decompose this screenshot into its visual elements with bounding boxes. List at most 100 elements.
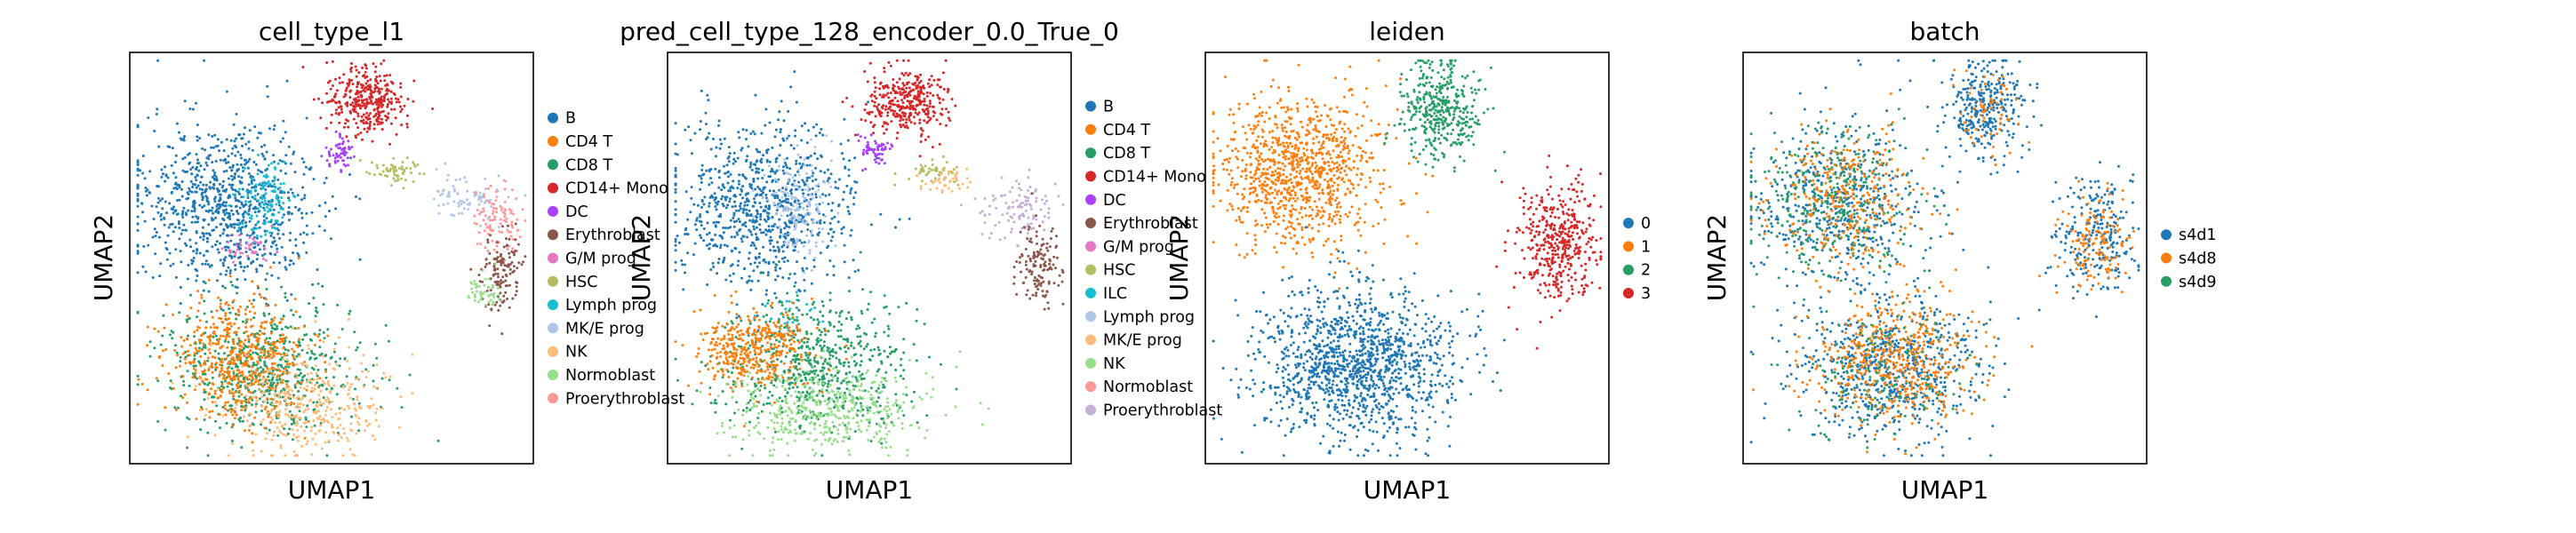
scatter-point bbox=[161, 349, 164, 353]
scatter-point bbox=[403, 104, 406, 107]
scatter-point bbox=[256, 193, 260, 195]
scatter-point bbox=[243, 266, 246, 269]
scatter-point bbox=[348, 78, 351, 82]
scatter-point bbox=[252, 332, 255, 336]
scatter-point bbox=[285, 79, 289, 83]
scatter-point bbox=[476, 209, 479, 211]
scatter-point bbox=[263, 360, 267, 363]
scatter-point bbox=[849, 188, 852, 192]
scatter-point bbox=[219, 205, 222, 209]
scatter-point bbox=[442, 188, 445, 192]
scatter-point bbox=[189, 168, 193, 171]
scatter-point bbox=[218, 374, 221, 378]
scatter-point bbox=[318, 346, 322, 349]
scatter-point bbox=[389, 90, 393, 93]
scatter-point bbox=[318, 329, 322, 332]
scatter-point bbox=[395, 100, 398, 104]
scatter-point bbox=[308, 347, 311, 351]
scatter-point bbox=[777, 118, 780, 122]
scatter-point bbox=[207, 392, 211, 395]
scatter-point bbox=[254, 380, 258, 384]
scatter-point bbox=[292, 354, 295, 358]
scatter-point bbox=[305, 116, 308, 120]
scatter-point bbox=[473, 298, 476, 302]
scatter-point bbox=[932, 105, 935, 108]
scatter-point bbox=[219, 334, 222, 338]
scatter-point bbox=[314, 364, 317, 368]
scatter-point bbox=[476, 290, 479, 293]
scatter-point bbox=[251, 251, 254, 254]
scatter-point bbox=[232, 359, 236, 362]
scatter-point bbox=[231, 413, 235, 417]
scatter-point bbox=[264, 233, 268, 236]
scatter-point bbox=[372, 127, 376, 131]
scatter-point bbox=[765, 151, 769, 155]
scatter-point bbox=[186, 320, 188, 323]
scatter-point bbox=[499, 285, 502, 289]
scatter-point bbox=[246, 254, 250, 258]
scatter-point bbox=[874, 86, 877, 90]
scatter-point bbox=[771, 228, 774, 232]
scatter-point bbox=[296, 251, 300, 255]
scatter-point bbox=[722, 231, 725, 235]
scatter-point bbox=[318, 354, 322, 357]
scatter-point bbox=[515, 285, 518, 289]
scatter-point bbox=[371, 139, 374, 143]
scatter-point bbox=[208, 351, 212, 354]
scatter-point bbox=[143, 219, 147, 223]
scatter-point bbox=[208, 416, 212, 419]
scatter-point bbox=[219, 306, 222, 308]
scatter-point bbox=[282, 202, 285, 205]
scatter-point bbox=[492, 265, 496, 268]
scatter-point bbox=[701, 173, 705, 177]
scatter-point bbox=[316, 374, 319, 378]
scatter-point bbox=[204, 148, 206, 152]
scatter-point bbox=[714, 224, 717, 227]
scatter-point bbox=[244, 246, 248, 250]
scatter-point bbox=[230, 209, 234, 212]
scatter-point bbox=[861, 153, 865, 156]
scatter-point bbox=[261, 368, 265, 371]
scatter-point bbox=[247, 257, 251, 260]
scatter-point bbox=[278, 370, 282, 373]
scatter-point bbox=[369, 120, 372, 123]
scatter-point bbox=[916, 174, 919, 178]
scatter-point bbox=[767, 164, 771, 168]
scatter-point bbox=[172, 205, 175, 209]
scatter-point bbox=[249, 189, 252, 193]
scatter-point bbox=[252, 237, 255, 241]
scatter-point bbox=[204, 326, 208, 330]
scatter-point bbox=[268, 428, 271, 432]
scatter-point bbox=[251, 343, 254, 346]
scatter-point bbox=[749, 214, 753, 218]
scatter-point bbox=[708, 131, 711, 135]
scatter-point bbox=[316, 417, 320, 420]
scatter-point bbox=[347, 439, 350, 442]
scatter-point bbox=[170, 163, 173, 167]
legend-label: NK bbox=[565, 344, 588, 362]
scatter-point bbox=[335, 108, 338, 112]
scatter-point bbox=[297, 390, 300, 393]
scatter-point bbox=[738, 229, 741, 232]
scatter-point bbox=[686, 218, 690, 221]
scatter-point bbox=[298, 338, 301, 341]
scatter-point bbox=[197, 169, 201, 172]
scatter-point bbox=[312, 419, 316, 423]
scatter-point bbox=[892, 78, 895, 81]
scatter-point bbox=[343, 408, 347, 411]
scatter-point bbox=[796, 199, 800, 203]
scatter-point bbox=[276, 162, 280, 165]
scatter-point bbox=[360, 115, 364, 118]
scatter-point bbox=[244, 161, 248, 164]
scatter-point bbox=[241, 187, 244, 191]
scatter-point bbox=[490, 307, 493, 311]
scatter-point bbox=[244, 142, 248, 146]
scatter-point bbox=[500, 332, 504, 336]
scatter-point bbox=[300, 157, 304, 161]
scatter-point bbox=[284, 423, 287, 426]
scatter-point bbox=[699, 215, 701, 219]
scatter-point bbox=[497, 308, 500, 312]
scatter-point bbox=[827, 168, 829, 171]
scatter-point bbox=[750, 168, 754, 171]
scatter-point bbox=[206, 397, 210, 400]
